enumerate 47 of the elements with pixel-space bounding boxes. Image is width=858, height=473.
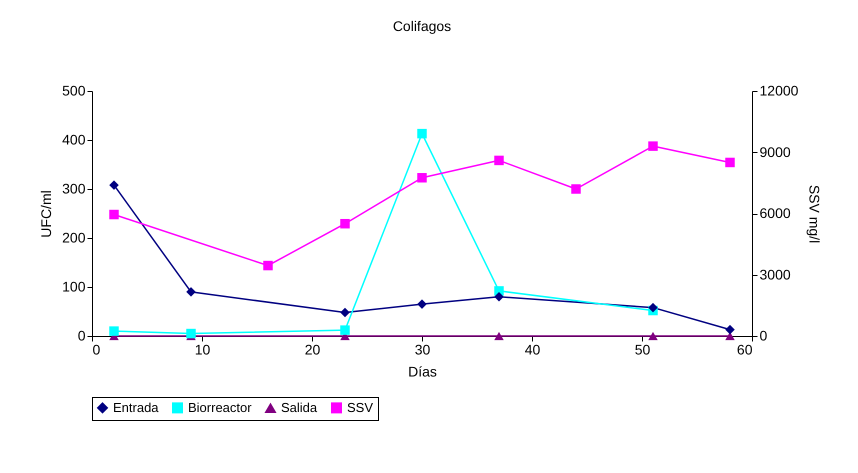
legend-label: Entrada: [113, 400, 160, 415]
point: [340, 325, 350, 335]
chart-title: Colifagos: [392, 18, 452, 34]
y2-tick-label: 6000: [760, 205, 791, 221]
x-tick-label: 10: [194, 342, 210, 358]
x-tick-label: 30: [414, 342, 430, 358]
y-tick-label: 300: [62, 180, 86, 196]
point: [109, 210, 119, 220]
y-tick-label: 200: [62, 230, 86, 246]
legend-label: SSV: [347, 400, 374, 415]
x-tick-label: 40: [524, 342, 540, 358]
y2-tick-label: 9000: [760, 144, 791, 160]
point: [725, 324, 735, 334]
y2-tick-label: 0: [760, 328, 768, 344]
legend-label: Salida: [281, 400, 318, 416]
point: [648, 302, 658, 312]
point: [725, 158, 735, 168]
point: [340, 308, 350, 318]
point: [417, 299, 427, 309]
point: [109, 326, 119, 336]
y-axis-title: UFC/ml: [38, 190, 54, 238]
legend-label: Biorreactor: [188, 400, 252, 415]
x-tick-label: 20: [304, 342, 320, 358]
y2-axis-title: SSV mg/l: [806, 184, 822, 244]
point: [109, 180, 119, 190]
point: [417, 128, 427, 138]
point: [571, 184, 581, 194]
point: [186, 287, 196, 297]
point: [186, 328, 196, 338]
x-tick-label: 60: [736, 342, 753, 358]
point: [340, 218, 350, 228]
point: [494, 332, 504, 340]
x-axis-title: Días: [408, 364, 437, 380]
y-tick-label: 0: [78, 328, 86, 344]
point: [494, 156, 504, 166]
point: [648, 332, 658, 340]
point: [648, 141, 658, 151]
point: [263, 260, 273, 270]
x-tick-label: 50: [634, 342, 650, 358]
y2-tick-label: 12000: [760, 82, 799, 98]
y-tick-label: 500: [62, 82, 86, 98]
y-tick-label: 100: [62, 278, 86, 294]
y2-tick-label: 3000: [760, 266, 791, 282]
point: [417, 173, 427, 183]
y-tick-label: 400: [62, 132, 86, 148]
point: [494, 292, 504, 302]
x-tick-label: 0: [92, 342, 100, 358]
